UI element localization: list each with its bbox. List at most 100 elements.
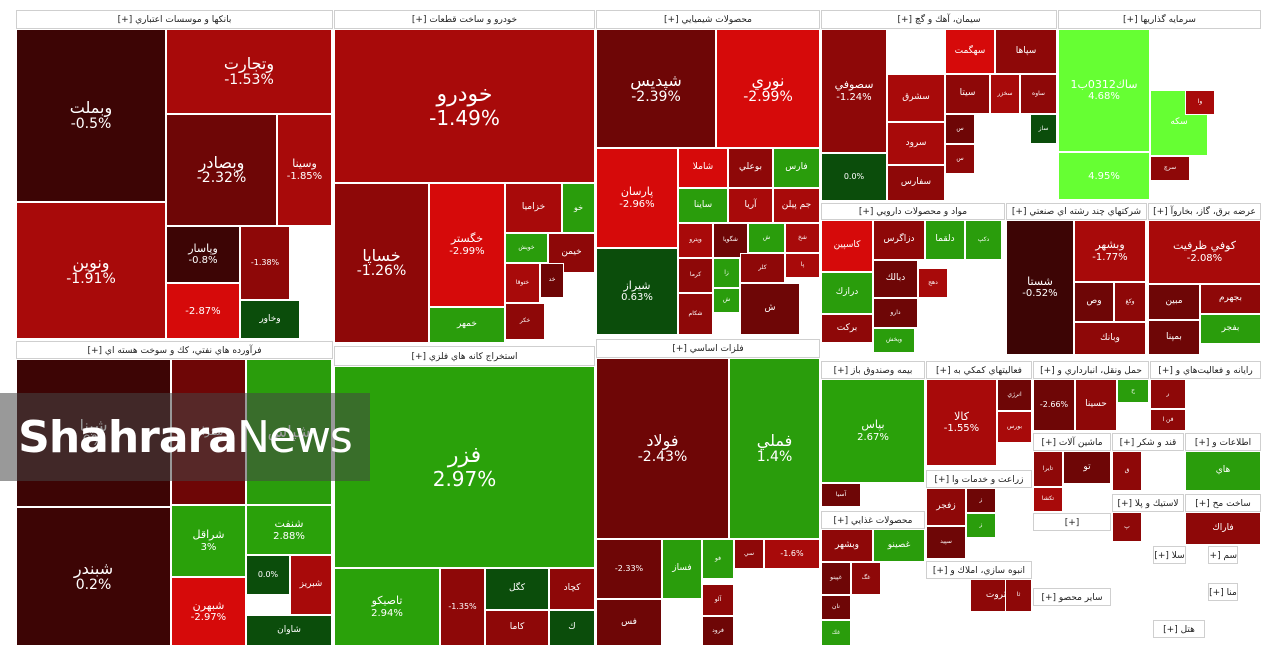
stock-tile[interactable]: آسيا — [821, 483, 861, 507]
stock-tile[interactable]: كگل — [485, 568, 549, 610]
stock-tile[interactable]: غصينو — [873, 529, 925, 562]
sector-header[interactable]: سلا [+] — [1153, 546, 1186, 564]
stock-tile[interactable]: كاسپين — [821, 220, 873, 272]
stock-tile[interactable]: وص — [1074, 282, 1114, 322]
sector-header[interactable]: بيمه وصندوق باز [+] — [821, 361, 925, 379]
stock-tile[interactable]: نوري -2.99% — [716, 29, 820, 148]
stock-tile[interactable]: وبشهر — [821, 529, 873, 562]
stock-tile[interactable]: بفجر — [1200, 314, 1261, 344]
stock-tile[interactable]: وبشهر -1.77% — [1074, 220, 1146, 282]
stock-tile[interactable]: وپاسار -0.8% — [166, 226, 240, 283]
stock-tile[interactable]: شاملا — [678, 148, 728, 188]
stock-tile[interactable]: سرود — [887, 122, 945, 165]
stock-tile[interactable]: شبندر 0.2% — [16, 507, 171, 646]
stock-tile[interactable]: شپديس -2.39% — [596, 29, 716, 148]
stock-tile[interactable]: فساز — [662, 539, 702, 599]
stock-tile[interactable]: دارو — [873, 298, 918, 328]
sector-header[interactable]: خودرو و ساخت قطعات [+] — [334, 10, 595, 29]
stock-tile[interactable]: انرژي — [997, 379, 1032, 411]
sector-header[interactable]: سرمايه گذاريها [+] — [1058, 10, 1261, 29]
stock-tile[interactable]: ش — [713, 288, 740, 313]
stock-tile[interactable]: بوعلي — [728, 148, 773, 188]
stock-tile[interactable]: خزاميا — [505, 183, 562, 233]
sector-header[interactable]: قند و شكر [+] — [1112, 433, 1184, 451]
stock-tile[interactable]: بپاس 2.67% — [821, 379, 925, 483]
sector-header[interactable]: هتل [+] — [1153, 620, 1205, 638]
stock-tile[interactable]: 0.0% — [246, 555, 290, 595]
stock-tile[interactable]: ونوين -1.91% — [16, 202, 166, 339]
sector-header[interactable]: مواد و محصولات دارويي [+] — [821, 203, 1005, 220]
stock-tile[interactable]: كلر — [740, 253, 785, 283]
stock-tile[interactable]: دلقما — [925, 220, 965, 260]
stock-tile[interactable]: فملي 1.4% — [729, 358, 820, 539]
stock-tile[interactable]: دكپ — [965, 220, 1002, 260]
stock-tile[interactable]: سپيد — [926, 526, 966, 559]
stock-tile[interactable]: ر — [1150, 379, 1186, 409]
sector-header[interactable]: ماشين آلات [+] — [1033, 433, 1111, 451]
stock-tile[interactable]: سرچ — [1150, 156, 1190, 181]
sector-header[interactable]: زراعت و خدمات وا [+] — [926, 470, 1032, 488]
sector-header[interactable]: استخراج كانه هاي فلزي [+] — [334, 346, 595, 366]
stock-tile[interactable]: -2.33% — [596, 539, 662, 599]
sector-header[interactable]: محصولات غذايي [+] — [821, 511, 925, 529]
stock-tile[interactable]: شگويا — [713, 223, 748, 258]
stock-tile[interactable]: ك — [549, 610, 595, 646]
stock-tile[interactable]: فن ا — [1150, 409, 1186, 431]
stock-tile[interactable]: آلو — [702, 584, 734, 616]
stock-tile[interactable]: شكام — [678, 293, 713, 335]
stock-tile[interactable]: كوفي ظرفيت -2.08% — [1148, 220, 1261, 284]
stock-tile[interactable]: ش — [740, 283, 800, 335]
stock-tile[interactable]: پ — [1112, 512, 1142, 542]
sector-header[interactable]: سيمان، آهك و گچ [+] — [821, 10, 1057, 29]
stock-tile[interactable]: ثا — [1005, 579, 1032, 612]
stock-tile[interactable]: غگ — [851, 562, 881, 595]
stock-tile[interactable]: شبريز — [290, 555, 332, 615]
sector-header[interactable]: بانكها و موسسات اعتباري [+] — [16, 10, 333, 29]
stock-tile[interactable]: خساپا -1.26% — [334, 183, 429, 343]
stock-tile[interactable]: سشرق — [887, 74, 945, 122]
stock-tile[interactable]: سهگمت — [945, 29, 995, 74]
stock-tile[interactable]: سيتا — [945, 74, 990, 114]
stock-tile[interactable]: ساينا — [678, 188, 728, 223]
stock-tile[interactable]: ساك0312ب1 4.68% — [1058, 29, 1150, 152]
stock-tile[interactable]: سخزر — [990, 74, 1020, 114]
sector-header[interactable]: عرضه برق، گاز، بخاروآ [+] — [1148, 203, 1261, 220]
sector-header[interactable]: انبوه سازي، املاك و [+] — [926, 561, 1032, 579]
stock-tile[interactable]: شستا -0.52% — [1006, 220, 1074, 355]
stock-tile[interactable]: فرود — [702, 616, 734, 646]
sector-header[interactable]: رايانه و فعاليت‌هاي و [+] — [1150, 361, 1261, 379]
stock-tile[interactable]: وخاور — [240, 300, 300, 339]
stock-tile[interactable]: ح — [1117, 379, 1149, 403]
stock-tile[interactable]: -2.66% — [1033, 379, 1075, 431]
sector-header[interactable]: فرآورده هاي نفتي، كك و سوخت هسته اي [+] — [16, 341, 333, 359]
stock-tile[interactable]: ز — [966, 488, 996, 513]
stock-tile[interactable]: كالا -1.55% — [926, 379, 997, 466]
stock-tile[interactable]: ساوه — [1020, 74, 1057, 114]
stock-tile[interactable]: وكغ — [1114, 282, 1146, 322]
stock-tile[interactable]: خودرو -1.49% — [334, 29, 595, 183]
stock-tile[interactable]: ق — [1112, 451, 1142, 491]
stock-tile[interactable]: فو — [702, 539, 734, 579]
stock-tile[interactable]: -2.87% — [166, 283, 240, 339]
stock-tile[interactable]: وسينا -1.85% — [277, 114, 332, 226]
stock-tile[interactable]: جم پيلن — [773, 188, 820, 223]
stock-tile[interactable]: وبملت -0.5% — [16, 29, 166, 202]
stock-tile[interactable]: دزاگرس — [873, 220, 925, 260]
stock-tile[interactable]: ختوقا — [505, 263, 540, 303]
stock-tile[interactable]: ساز — [1030, 114, 1057, 144]
stock-tile[interactable]: -1.35% — [440, 568, 485, 646]
stock-tile[interactable]: فارس — [773, 148, 820, 188]
stock-tile[interactable]: شراقل 3% — [171, 505, 246, 577]
stock-tile[interactable]: وبصادر -2.32% — [166, 114, 277, 226]
stock-tile[interactable]: خمهر — [429, 307, 505, 343]
stock-tile[interactable]: 4.95% — [1058, 152, 1150, 200]
stock-tile[interactable]: سصوفي -1.24% — [821, 29, 887, 153]
stock-tile[interactable]: خد — [540, 263, 564, 298]
stock-tile[interactable]: تاصيكو 2.94% — [334, 568, 440, 646]
stock-tile[interactable]: شخ — [785, 223, 820, 253]
stock-tile[interactable]: مبين — [1148, 284, 1200, 320]
stock-tile[interactable]: بركت — [821, 314, 873, 343]
stock-tile[interactable]: فس — [596, 599, 662, 646]
stock-tile[interactable]: تو — [1063, 451, 1111, 484]
sector-header[interactable]: لاستيك و پلا [+] — [1112, 494, 1184, 512]
